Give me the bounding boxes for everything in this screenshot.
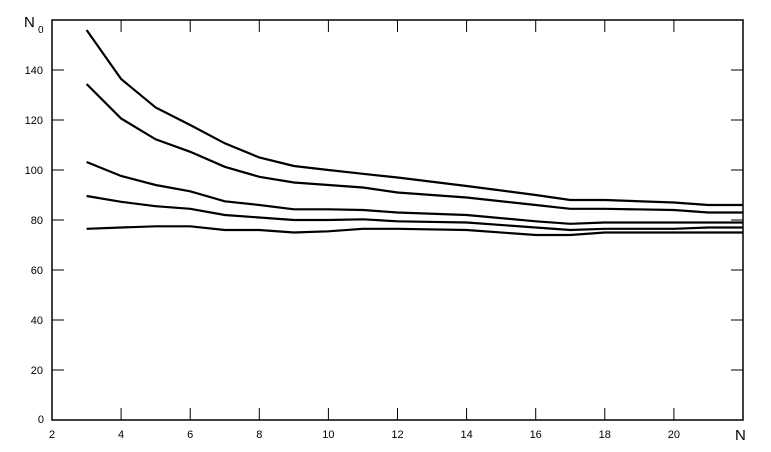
x-tick-label: 18 bbox=[599, 429, 611, 441]
x-tick-label: 4 bbox=[118, 429, 124, 441]
y-tick-label: 40 bbox=[31, 315, 43, 327]
x-tick-label: 8 bbox=[256, 429, 262, 441]
y-axis-label-subscript: 0 bbox=[38, 25, 44, 36]
y-tick-label: 20 bbox=[31, 365, 43, 377]
series-line-2 bbox=[85, 83, 743, 214]
x-axis-label: N bbox=[735, 427, 746, 444]
series-line-4 bbox=[86, 194, 743, 232]
series-line-5 bbox=[86, 225, 743, 237]
plot-frame bbox=[51, 19, 744, 421]
x-tick-label: 16 bbox=[530, 429, 542, 441]
y-tick-label: 80 bbox=[31, 215, 43, 227]
x-tick-label: 2 bbox=[49, 429, 55, 441]
y-axis-label: N bbox=[24, 14, 35, 31]
y-tick-label: 140 bbox=[25, 65, 43, 77]
y-tick-label: 120 bbox=[25, 115, 43, 127]
x-tick-label: 6 bbox=[187, 429, 193, 441]
y-tick-label: 100 bbox=[25, 165, 43, 177]
y-tick-label: 60 bbox=[31, 265, 43, 277]
series-line-3 bbox=[86, 160, 743, 225]
x-tick-label: 10 bbox=[322, 429, 334, 441]
y-tick-label: 0 bbox=[38, 414, 44, 426]
x-tick-label: 14 bbox=[460, 429, 472, 441]
x-tick-label: 12 bbox=[391, 429, 403, 441]
series-line-1 bbox=[85, 29, 743, 207]
x-tick-label: 20 bbox=[668, 429, 680, 441]
